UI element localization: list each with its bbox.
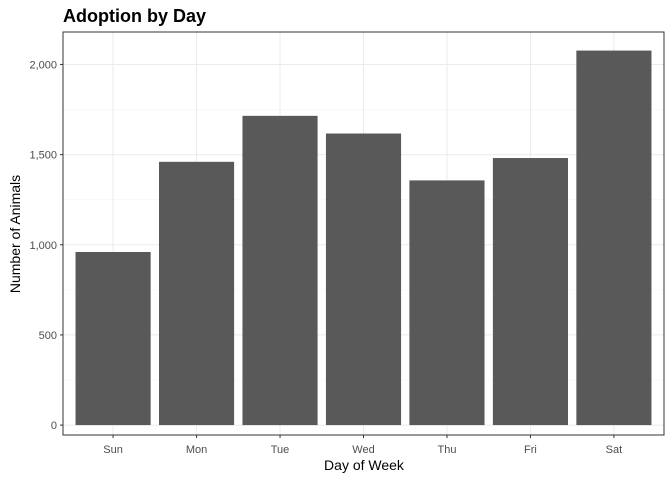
bar-mon [158,161,235,426]
x-tick-label: Sat [606,444,623,456]
y-axis-ticks: 0 500 1,000 1,500 2,000 [29,59,63,432]
y-tick-label: 1,500 [29,150,57,162]
bar-sat [576,50,652,426]
x-tick-label: Sun [103,444,123,456]
y-tick-label: 1,000 [29,240,57,252]
bar-thu [409,180,485,426]
x-tick-label: Fri [524,444,537,456]
bar-tue [242,115,318,426]
bar-fri [492,158,569,426]
x-axis-title: Day of Week [324,457,405,473]
x-tick-label: Mon [186,444,207,456]
y-tick-label: 500 [39,330,57,342]
x-tick-label: Tue [271,444,290,456]
y-tick-label: 2,000 [29,59,57,71]
x-tick-label: Thu [437,444,456,456]
y-tick-label: 0 [51,420,57,432]
x-tick-label: Wed [352,444,374,456]
bar-wed [325,133,402,426]
x-axis-ticks: Sun Mon Tue Wed Thu Fri Sat [103,435,622,456]
bar-sun [75,251,151,426]
bars [75,50,652,426]
y-axis-title: Number of Animals [7,175,23,293]
chart-title: Adoption by Day [63,6,206,26]
